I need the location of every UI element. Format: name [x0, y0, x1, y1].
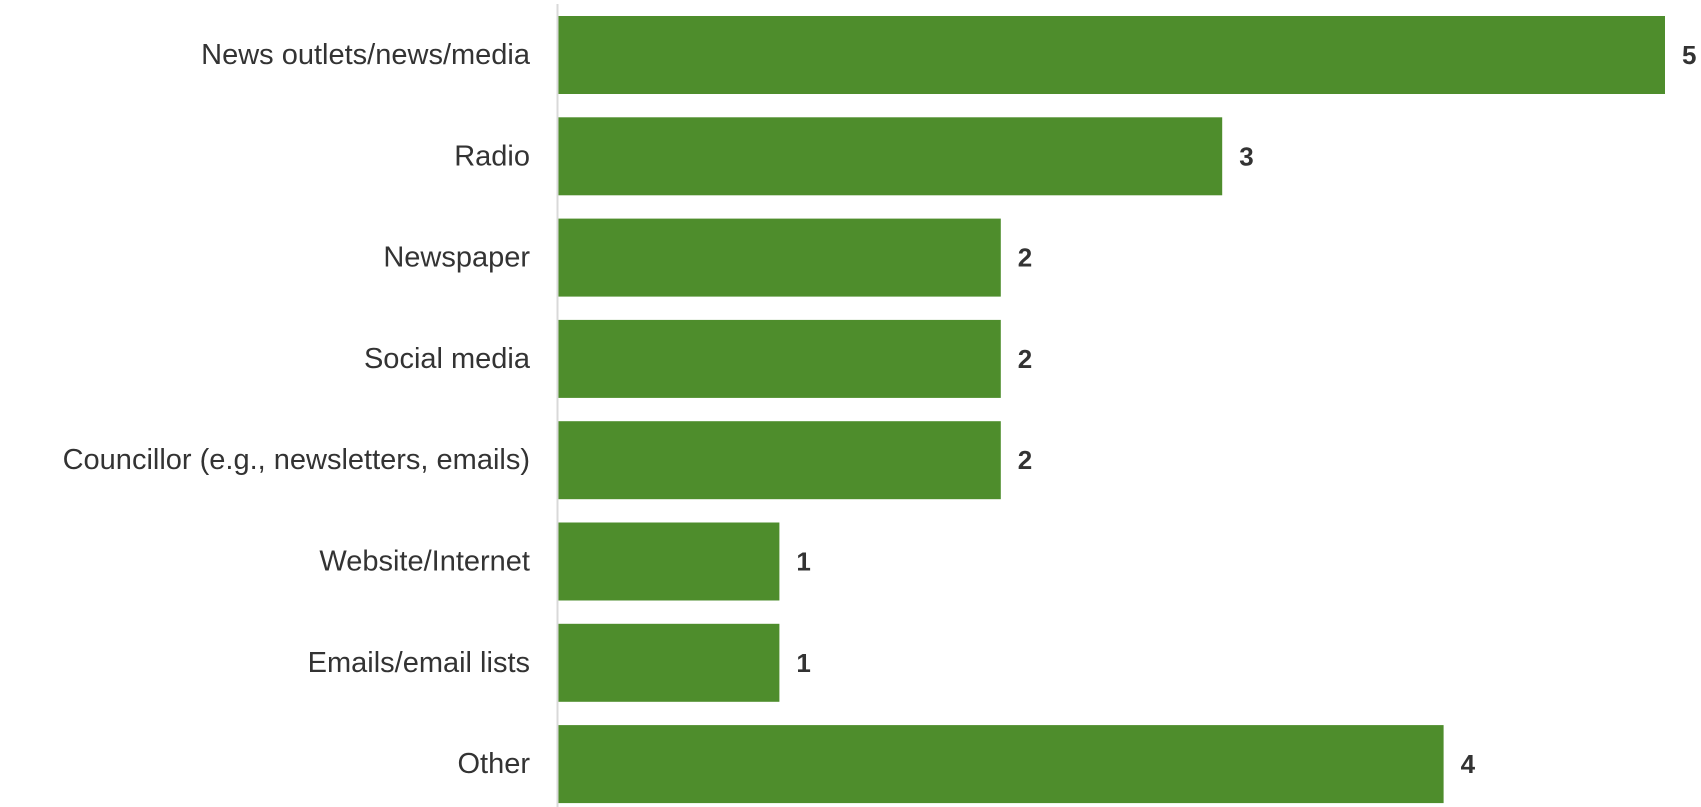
category-label: Social media: [364, 343, 531, 375]
bar-news-outlets-news-media: [558, 16, 1665, 94]
category-label: News outlets/news/media: [201, 39, 531, 71]
value-label: 2: [1018, 344, 1032, 374]
category-label: Newspaper: [383, 242, 530, 274]
value-label: 5: [1682, 40, 1696, 70]
category-label: Website/Internet: [319, 546, 530, 578]
category-label: Emails/email lists: [308, 647, 530, 679]
value-label: 4: [1461, 749, 1476, 779]
category-label: Councillor (e.g., newsletters, emails): [63, 444, 530, 476]
value-label: 2: [1018, 243, 1032, 273]
category-label: Radio: [454, 140, 530, 172]
category-labels-group: News outlets/news/media Radio Newspaper Soc…: [63, 39, 531, 780]
value-label: 1: [796, 648, 810, 678]
bars-group: [558, 16, 1665, 804]
bar-radio: [558, 117, 1223, 196]
value-labels-group: 5 3 2 2 2 1 1 4: [796, 40, 1696, 779]
bar-councillor-e-g-newsletters-emails: [558, 421, 1001, 500]
bar-emails-email-lists: [558, 623, 780, 702]
bar-website-internet: [558, 522, 780, 601]
value-label: 2: [1018, 445, 1032, 475]
bar-other: [558, 725, 1444, 804]
bar-social-media: [558, 319, 1001, 398]
bar-newspaper: [558, 218, 1001, 297]
value-label: 3: [1239, 141, 1253, 171]
value-label: 1: [796, 547, 810, 577]
category-label: Other: [457, 748, 530, 780]
